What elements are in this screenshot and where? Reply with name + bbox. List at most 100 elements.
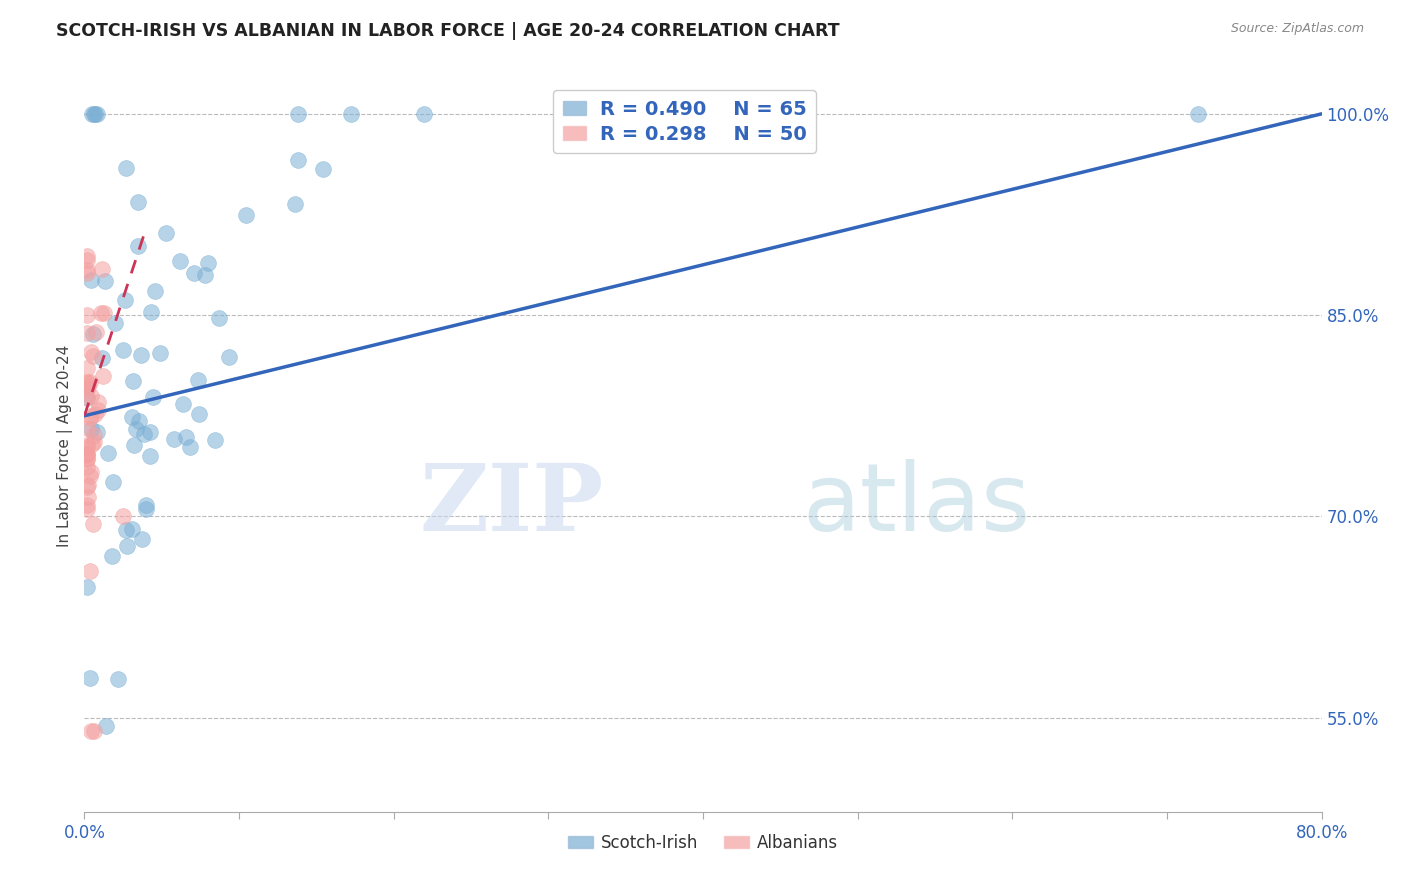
- Point: [76, 361, 98, 376]
- Point: [76, 375, 98, 389]
- Point: [135, 501, 157, 516]
- Text: Source: ZipAtlas.com: Source: ZipAtlas.com: [1230, 22, 1364, 36]
- Point: [76, 447, 98, 461]
- Point: [83, 434, 105, 449]
- Point: [187, 407, 209, 421]
- Point: [90, 262, 112, 277]
- Point: [413, 107, 436, 121]
- Point: [80, 422, 103, 436]
- Point: [76, 391, 98, 405]
- Legend: Scotch-Irish, Albanians: Scotch-Irish, Albanians: [561, 827, 845, 858]
- Point: [112, 343, 135, 358]
- Point: [83, 724, 105, 739]
- Point: [76, 326, 98, 340]
- Point: [122, 438, 145, 452]
- Point: [312, 162, 335, 177]
- Point: [340, 107, 363, 121]
- Point: [131, 533, 153, 547]
- Point: [76, 266, 98, 280]
- Point: [104, 316, 127, 330]
- Point: [84, 326, 107, 340]
- Point: [128, 414, 150, 428]
- Point: [76, 390, 98, 404]
- Point: [127, 194, 149, 209]
- Point: [179, 440, 201, 454]
- Point: [114, 293, 136, 307]
- Point: [235, 208, 257, 222]
- Point: [90, 306, 112, 320]
- Point: [172, 397, 194, 411]
- Point: [80, 389, 103, 403]
- Point: [197, 256, 219, 270]
- Point: [101, 549, 124, 564]
- Point: [76, 460, 98, 475]
- Point: [139, 305, 162, 319]
- Point: [121, 410, 143, 425]
- Text: ZIP: ZIP: [420, 459, 605, 549]
- Point: [139, 425, 162, 439]
- Point: [83, 107, 105, 121]
- Point: [91, 351, 114, 365]
- Point: [76, 502, 98, 516]
- Point: [80, 345, 103, 359]
- Point: [287, 107, 309, 121]
- Point: [94, 719, 117, 733]
- Point: [76, 440, 98, 454]
- Point: [101, 475, 124, 490]
- Y-axis label: In Labor Force | Age 20-24: In Labor Force | Age 20-24: [58, 345, 73, 547]
- Point: [76, 448, 98, 462]
- Point: [122, 374, 145, 388]
- Point: [284, 196, 307, 211]
- Point: [82, 326, 104, 341]
- Point: [86, 107, 108, 121]
- Point: [121, 522, 143, 536]
- Point: [135, 498, 157, 512]
- Point: [129, 348, 152, 362]
- Point: [125, 422, 148, 436]
- Point: [194, 268, 217, 282]
- Point: [93, 306, 115, 320]
- Point: [97, 445, 120, 459]
- Point: [143, 285, 166, 299]
- Point: [115, 539, 138, 553]
- Point: [79, 564, 101, 578]
- Point: [287, 153, 309, 167]
- Point: [87, 403, 110, 417]
- Point: [183, 266, 205, 280]
- Point: [127, 238, 149, 252]
- Point: [112, 509, 135, 524]
- Point: [76, 252, 98, 267]
- Point: [82, 107, 104, 121]
- Point: [76, 451, 98, 466]
- Point: [76, 376, 98, 390]
- Point: [76, 262, 98, 277]
- Point: [208, 310, 231, 325]
- Point: [155, 226, 177, 240]
- Point: [1187, 107, 1209, 121]
- Point: [80, 273, 103, 287]
- Point: [77, 379, 100, 393]
- Point: [76, 420, 98, 434]
- Point: [174, 430, 197, 444]
- Point: [163, 432, 186, 446]
- Point: [134, 427, 156, 442]
- Point: [94, 274, 117, 288]
- Point: [79, 671, 101, 685]
- Point: [76, 480, 98, 494]
- Point: [80, 465, 103, 479]
- Point: [87, 394, 110, 409]
- Text: SCOTCH-IRISH VS ALBANIAN IN LABOR FORCE | AGE 20-24 CORRELATION CHART: SCOTCH-IRISH VS ALBANIAN IN LABOR FORCE …: [56, 22, 839, 40]
- Point: [218, 350, 240, 364]
- Point: [80, 409, 103, 423]
- Point: [115, 161, 138, 175]
- Point: [86, 425, 108, 440]
- Point: [107, 673, 129, 687]
- Point: [84, 107, 107, 121]
- Point: [76, 498, 98, 512]
- Point: [76, 447, 98, 461]
- Point: [139, 449, 162, 463]
- Text: atlas: atlas: [801, 458, 1031, 550]
- Point: [79, 724, 101, 739]
- Point: [76, 452, 98, 467]
- Point: [82, 350, 104, 364]
